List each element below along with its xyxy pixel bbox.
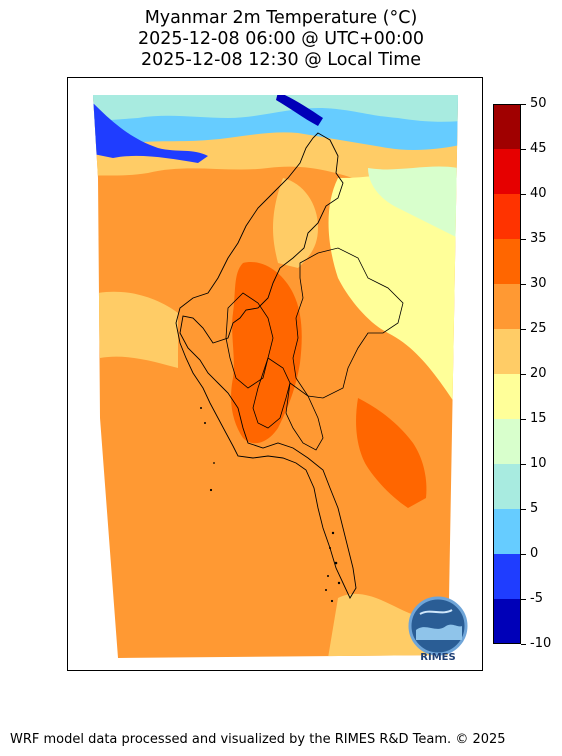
field-hot-south-east bbox=[356, 398, 427, 508]
colorbar-segment bbox=[494, 599, 520, 643]
title-line-variable: Myanmar 2m Temperature (°C) bbox=[144, 8, 418, 28]
region-border-bago bbox=[252, 357, 291, 429]
colorbar-tick bbox=[521, 103, 526, 105]
field-mild-east bbox=[368, 166, 458, 238]
colorbar-tick bbox=[521, 193, 526, 195]
colorbar-tick bbox=[521, 283, 526, 285]
colorbar-tick bbox=[521, 598, 526, 600]
footer-credit: WRF model data processed and visualized … bbox=[10, 732, 506, 747]
field-cool-east bbox=[328, 171, 458, 408]
colorbar-tick-label: 0 bbox=[530, 546, 539, 561]
colorbar-tick-label: 35 bbox=[530, 231, 547, 246]
field-freezing-patch bbox=[93, 98, 208, 163]
colorbar-tick-label: 5 bbox=[530, 501, 539, 516]
colorbar-tick bbox=[521, 553, 526, 555]
region-border-magway bbox=[225, 292, 274, 389]
state-border-kayin bbox=[285, 382, 324, 451]
colorbar-segment bbox=[494, 329, 520, 374]
colorbar-tick bbox=[521, 463, 526, 465]
field-hot-central bbox=[231, 262, 302, 444]
colorbar-tick-label: 15 bbox=[530, 411, 547, 426]
colorbar-tick bbox=[521, 508, 526, 510]
field-cool-north bbox=[93, 95, 458, 123]
colorbar-tick-label: 45 bbox=[530, 141, 547, 156]
colorbar-tick-label: 30 bbox=[530, 276, 547, 291]
colorbar-tick bbox=[521, 328, 526, 330]
colorbar-segment bbox=[494, 464, 520, 509]
colorbar-tick-label: 10 bbox=[530, 456, 547, 471]
title-line-utc-time: 2025-12-08 06:00 @ UTC+00:00 bbox=[137, 29, 425, 49]
colorbar-segment bbox=[494, 239, 520, 284]
colorbar bbox=[493, 104, 521, 644]
colorbar-tick bbox=[521, 148, 526, 150]
chart-title: Myanmar 2m Temperature (°C) 2025-12-08 0… bbox=[0, 8, 562, 71]
colorbar-segment bbox=[494, 149, 520, 194]
coastal-islands bbox=[200, 407, 341, 603]
colorbar-tick-label: -5 bbox=[530, 591, 543, 606]
colorbar-segment bbox=[494, 284, 520, 329]
colorbar-tick bbox=[521, 238, 526, 240]
colorbar-tick-label: 20 bbox=[530, 366, 547, 381]
state-border-shan bbox=[292, 247, 404, 399]
title-line-local-time: 2025-12-08 12:30 @ Local Time bbox=[140, 50, 422, 70]
colorbar-segment bbox=[494, 419, 520, 464]
colorbar-segment bbox=[494, 374, 520, 419]
field-mild-west-sea bbox=[98, 291, 178, 368]
country-border bbox=[175, 132, 357, 599]
temperature-map: RIMES bbox=[93, 95, 468, 663]
rimes-logo: RIMES bbox=[408, 596, 468, 663]
temperature-field bbox=[93, 95, 458, 658]
logo-label: RIMES bbox=[420, 652, 455, 663]
field-mild-highland bbox=[273, 178, 318, 268]
colorbar-segment bbox=[494, 194, 520, 239]
colorbar-tick-label: 50 bbox=[530, 96, 547, 111]
map-panel[interactable]: RIMES bbox=[67, 77, 483, 671]
colorbar-tick-label: -10 bbox=[530, 636, 552, 651]
field-very-cold-patch bbox=[276, 95, 323, 126]
colorbar-tick bbox=[521, 373, 526, 375]
colorbar-segment bbox=[494, 554, 520, 599]
colorbar-tick bbox=[521, 418, 526, 420]
colorbar-tick-label: 25 bbox=[530, 321, 547, 336]
colorbar-segment bbox=[494, 509, 520, 554]
colorbar-segment bbox=[494, 105, 520, 149]
colorbar-tick bbox=[521, 643, 526, 645]
colorbar-tick-label: 40 bbox=[530, 186, 547, 201]
